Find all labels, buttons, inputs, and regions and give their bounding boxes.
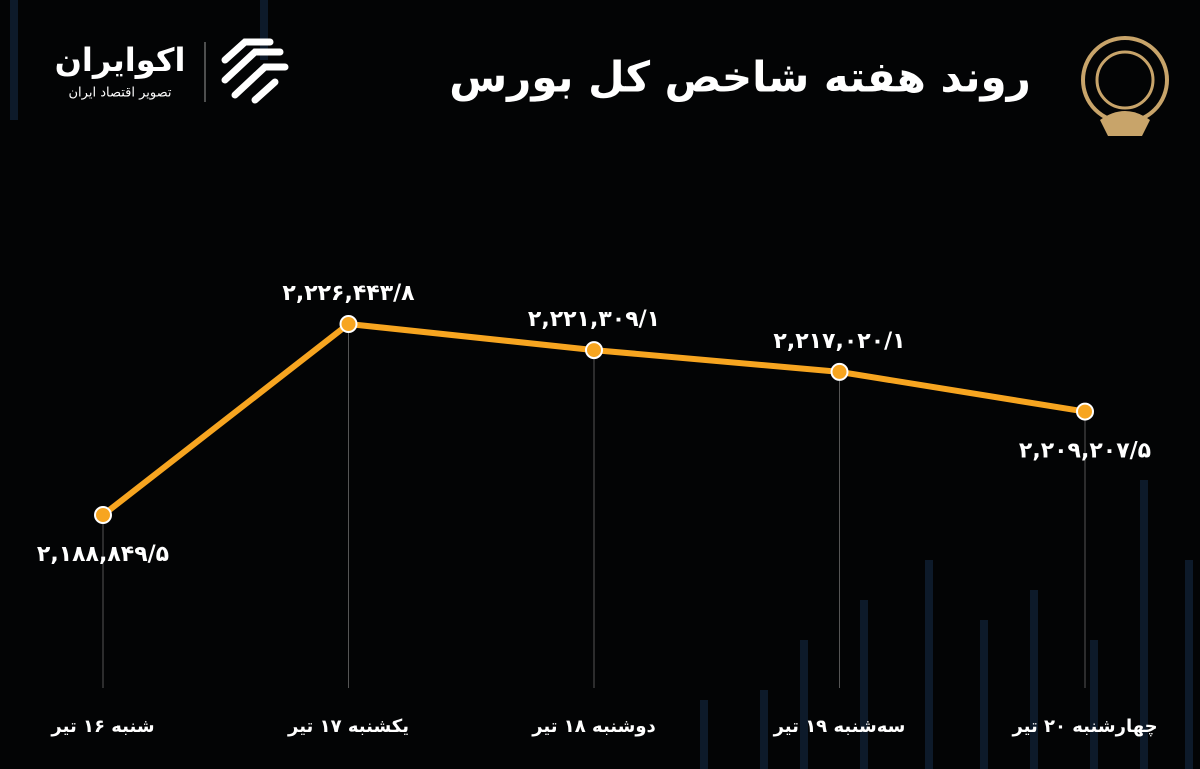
brand-icon — [221, 38, 289, 104]
point — [339, 315, 358, 333]
point — [830, 362, 849, 381]
x-tick-label: سه‌شنبه ۱۹ تیر — [773, 716, 906, 737]
x-tick-label: چهارشنبه ۲۰ تیر — [1011, 716, 1157, 737]
value-label: ۲,۲۲۱,۳۰۹/۱ — [528, 307, 660, 332]
decor-candles — [10, 0, 1193, 769]
chart-title: روند هفته شاخص کل بورس — [449, 53, 1031, 103]
point — [1076, 402, 1094, 421]
value-label: ۲,۲۲۶,۴۴۳/۸ — [282, 281, 415, 306]
brand-name: اکوایران — [55, 41, 186, 79]
value-label: ۲,۲۱۷,۰۲۰/۱ — [773, 329, 905, 354]
value-label: ۲,۱۸۸,۸۴۹/۵ — [37, 542, 169, 567]
x-tick-label: دوشنبه ۱۸ تیر — [531, 716, 656, 737]
x-tick-label: یکشنبه ۱۷ تیر — [287, 716, 409, 737]
emblem — [1081, 36, 1169, 136]
point — [94, 506, 112, 524]
x-tick-label: شنبه ۱۶ تیر — [50, 716, 154, 737]
brand-tagline: تصویر اقتصاد ایران — [69, 86, 172, 101]
point — [585, 341, 603, 360]
value-label: ۲,۲۰۹,۲۰۷/۵ — [1019, 439, 1151, 464]
